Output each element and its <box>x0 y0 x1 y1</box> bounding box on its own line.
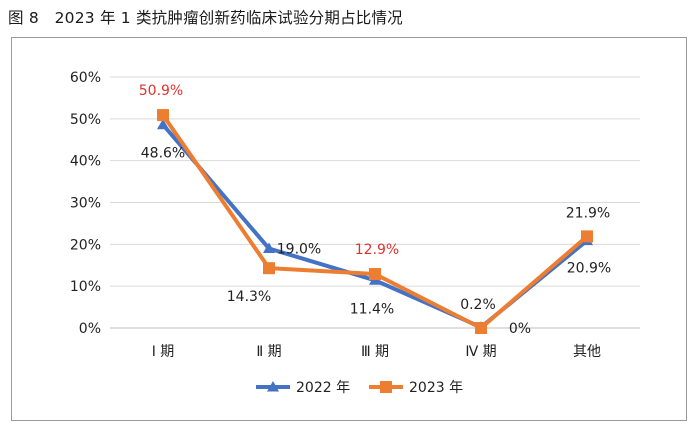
x-tick-label: Ⅳ 期 <box>465 344 496 360</box>
data-point-marker <box>369 268 381 281</box>
data-label: 20.9% <box>567 261 611 277</box>
legend-label: 2023 年 <box>409 380 463 396</box>
data-label: 48.6% <box>141 146 185 162</box>
data-point-marker <box>475 322 487 334</box>
legend-marker <box>380 381 392 393</box>
y-tick-label: 30% <box>70 196 101 212</box>
data-label: 11.4% <box>350 301 394 317</box>
y-tick-label: 50% <box>70 112 101 128</box>
data-label: 21.9% <box>566 205 610 221</box>
y-tick-label: 0% <box>79 321 101 337</box>
data-label: 14.3% <box>227 289 271 305</box>
x-tick-label: 其他 <box>573 344 601 360</box>
data-point-marker <box>581 230 593 243</box>
y-tick-label: 20% <box>70 237 101 253</box>
y-tick-label: 40% <box>70 154 101 170</box>
figure-title: 图 8 2023 年 1 类抗肿瘤创新药临床试验分期占比情况 <box>8 9 403 27</box>
data-label: 0.2% <box>460 297 496 313</box>
data-point-marker <box>263 242 275 254</box>
x-tick-label: Ⅱ 期 <box>256 344 281 360</box>
data-label: 50.9% <box>139 83 183 99</box>
x-tick-label: Ⅰ 期 <box>152 344 175 360</box>
legend-label: 2022 年 <box>296 380 350 396</box>
chart-frame <box>11 37 687 421</box>
y-tick-label: 60% <box>70 70 101 86</box>
data-point-marker <box>157 118 169 130</box>
data-point-marker <box>263 262 275 275</box>
data-label: 0% <box>509 321 531 337</box>
data-label: 19.0% <box>277 242 321 258</box>
legend-marker <box>267 381 279 392</box>
data-point-marker <box>157 109 169 122</box>
data-label: 12.9% <box>355 242 399 258</box>
x-tick-label: Ⅲ 期 <box>361 344 389 360</box>
y-tick-label: 10% <box>70 279 101 295</box>
